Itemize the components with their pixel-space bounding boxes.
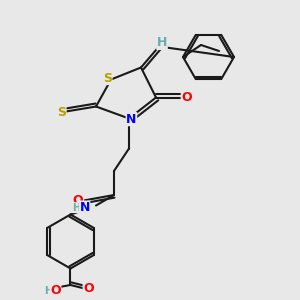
Text: N: N [80,201,90,214]
Text: S: S [57,106,66,119]
Text: O: O [50,284,61,298]
Text: N: N [126,112,136,126]
Text: H: H [72,202,81,213]
Text: O: O [83,282,94,295]
Text: H: H [157,36,167,50]
Text: S: S [103,71,112,85]
Text: O: O [73,194,83,208]
Text: O: O [181,91,192,104]
Text: H: H [44,286,53,296]
